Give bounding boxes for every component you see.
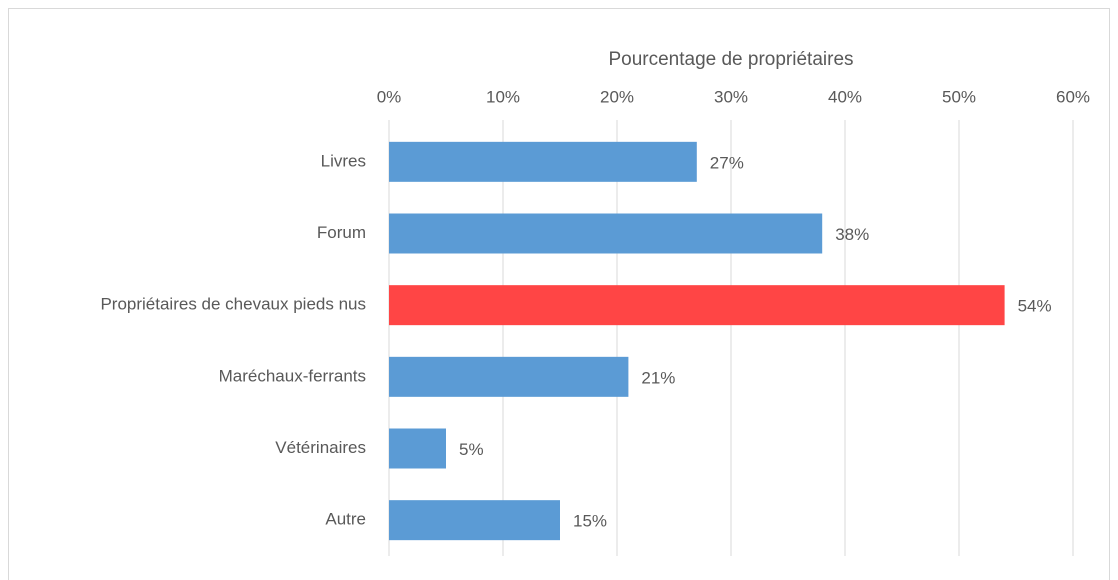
x-tick-label: 40% bbox=[828, 87, 862, 106]
bar bbox=[389, 428, 446, 469]
value-label: 21% bbox=[641, 368, 675, 387]
x-tick-label: 10% bbox=[486, 87, 520, 106]
value-label: 27% bbox=[710, 153, 744, 172]
value-label: 5% bbox=[459, 440, 484, 459]
x-tick-label: 30% bbox=[714, 87, 748, 106]
bar bbox=[389, 356, 629, 397]
x-tick-label: 60% bbox=[1056, 87, 1090, 106]
bar bbox=[389, 500, 560, 541]
bar bbox=[389, 213, 823, 254]
y-tick-label: Forum bbox=[317, 223, 366, 242]
y-tick-label: Maréchaux-ferrants bbox=[219, 366, 366, 385]
y-tick-label: Autre bbox=[325, 510, 366, 529]
value-label: 15% bbox=[573, 512, 607, 531]
bar bbox=[389, 141, 697, 182]
x-axis-title: Pourcentage de propriétaires bbox=[608, 49, 853, 70]
value-label: 38% bbox=[835, 225, 869, 244]
x-tick-label: 50% bbox=[942, 87, 976, 106]
y-tick-label: Propriétaires de chevaux pieds nus bbox=[100, 295, 366, 314]
x-tick-label: 20% bbox=[600, 87, 634, 106]
y-tick-label: Livres bbox=[321, 151, 366, 170]
x-tick-label: 0% bbox=[377, 87, 402, 106]
bar bbox=[389, 285, 1005, 326]
y-tick-label: Vétérinaires bbox=[275, 438, 366, 457]
value-label: 54% bbox=[1018, 297, 1052, 316]
